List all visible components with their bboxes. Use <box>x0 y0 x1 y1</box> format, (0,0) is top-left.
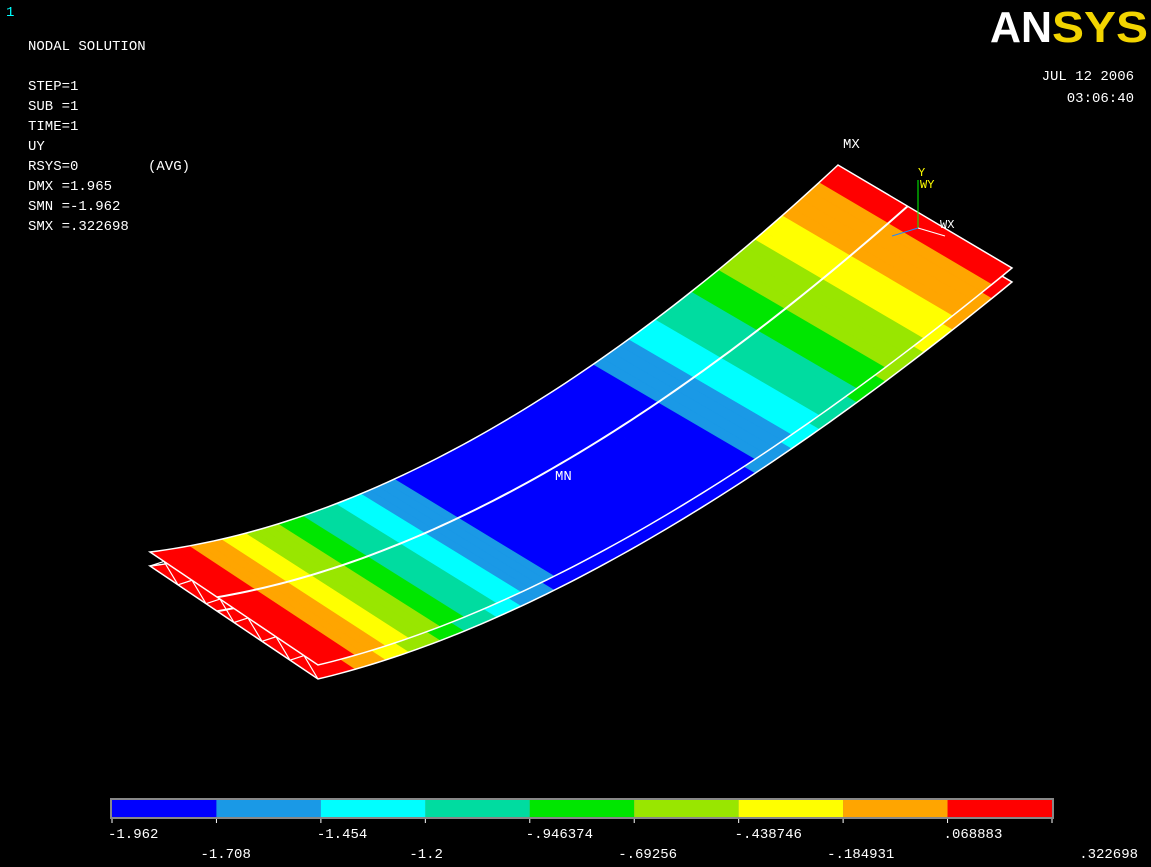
info-line: SMN =-1.962 <box>28 199 120 215</box>
info-line: STEP=1 <box>28 79 78 95</box>
avg-tag: (AVG) <box>148 159 190 175</box>
info-line: SUB =1 <box>28 99 78 115</box>
legend-swatch <box>112 800 216 817</box>
triad-label: WX <box>940 218 954 232</box>
legend-swatch <box>321 800 425 817</box>
legend-label: -.946374 <box>526 827 593 843</box>
info-line: TIME=1 <box>28 119 78 135</box>
legend-label: -1.2 <box>409 847 443 863</box>
info-line: UY <box>28 139 45 155</box>
plot-title: NODAL SOLUTION <box>28 39 146 55</box>
legend-label: .068883 <box>944 827 1003 843</box>
triad-label: WY <box>920 178 934 192</box>
date: JUL 12 2006 <box>1042 69 1134 85</box>
time: 03:06:40 <box>1067 91 1134 107</box>
logo-sys: SYS <box>1052 3 1148 52</box>
legend-label: -.438746 <box>735 827 802 843</box>
legend-swatch <box>530 800 634 817</box>
ansys-window: 1 NODAL SOLUTION (AVG) AN SYS JUL 12 200… <box>0 0 1151 867</box>
info-line: RSYS=0 <box>28 159 78 175</box>
max-marker: MX <box>843 137 860 153</box>
legend-label: -1.962 <box>108 827 158 843</box>
legend-swatch <box>425 800 529 817</box>
legend-label: .322698 <box>1079 847 1138 863</box>
legend-swatch <box>739 800 843 817</box>
legend-label: -.184931 <box>827 847 894 863</box>
legend-swatch <box>216 800 320 817</box>
logo-an: AN <box>990 3 1052 52</box>
info-line: SMX =.322698 <box>28 219 129 235</box>
legend-label: -.69256 <box>618 847 677 863</box>
legend-label: -1.708 <box>200 847 250 863</box>
window-number: 1 <box>6 5 14 21</box>
legend-swatch <box>843 800 947 817</box>
legend-label: -1.454 <box>317 827 367 843</box>
min-marker: MN <box>555 469 572 485</box>
info-line: DMX =1.965 <box>28 179 112 195</box>
legend-swatch <box>948 800 1052 817</box>
legend-swatch <box>634 800 738 817</box>
